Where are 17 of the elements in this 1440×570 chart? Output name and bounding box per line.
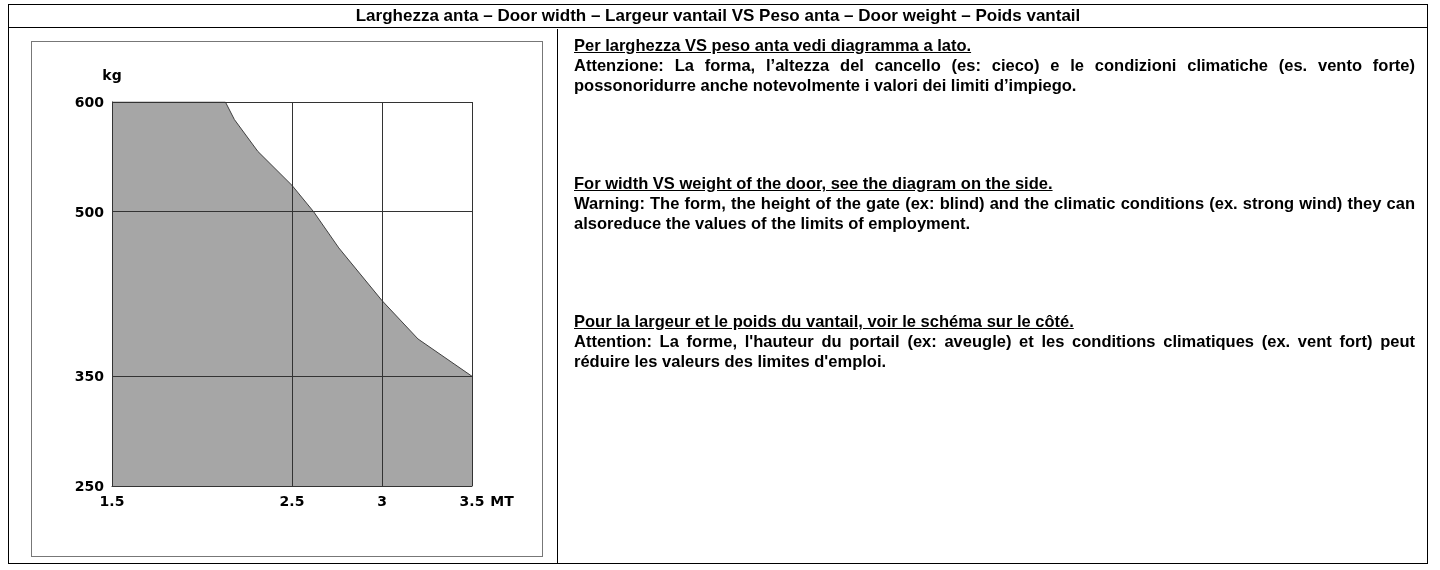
x-tick-label: 3 (377, 493, 387, 509)
text: Larghezza anta – Door width – Largeur vantail VS Peso anta – Door weight – Poids vantail (9, 5, 1427, 28)
y-tick-label: 250 (74, 478, 105, 494)
x-tick-label: 3.5 (459, 493, 485, 509)
text: Attenzione: La forma, l’altezza del cancello (es: cieco) e le condizioni climatiche (es. vento forte) possonoridurre anche notevolmente i valori dei limiti d’impiego. (574, 55, 1415, 95)
text: For width VS weight of the door, see the diagram on the side. (574, 173, 1054, 193)
y-axis-title: kg (102, 67, 122, 83)
text: Per larghezza VS peso anta vedi diagramma a lato. (574, 35, 973, 55)
x-axis-title: MT (490, 493, 515, 509)
x-tick-label: 2.5 (279, 493, 305, 509)
y-tick-label: 500 (74, 203, 105, 220)
text: Warning: The form, the height of the gate (ex: blind) and the climatic conditions (ex. strong wind) they can alsoreduce the values of the limits of employment. (574, 193, 1415, 233)
y-tick-label: 600 (74, 94, 105, 110)
text: Attention: La forme, l'hauteur du portail (ex: aveugle) et les conditions climatiques (ex. vent fort) peut réduire les valeurs des limites d'emploi. (574, 331, 1415, 371)
y-tick-label: 350 (74, 368, 105, 385)
x-tick-label: 1.5 (99, 493, 125, 509)
text: Pour la largeur et le poids du vantail, voir le schéma sur le côté. (574, 311, 1075, 331)
